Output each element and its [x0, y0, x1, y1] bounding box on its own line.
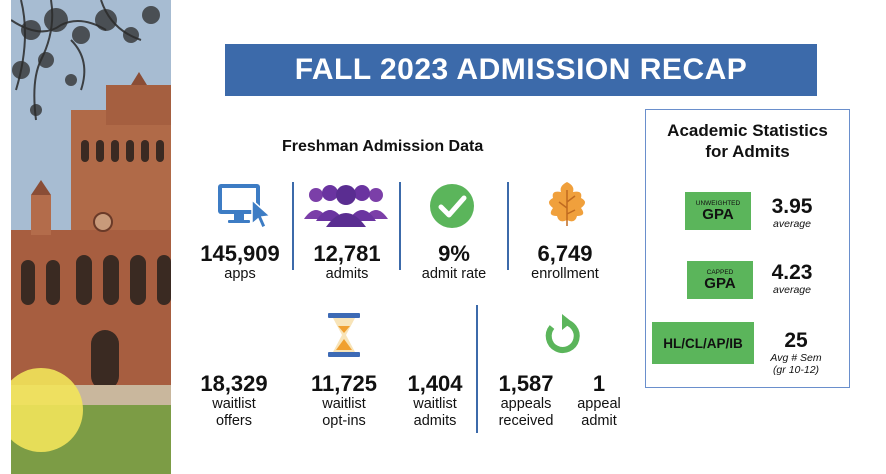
capped-gpa-value: 4.23 average [757, 261, 827, 297]
campus-photo [11, 0, 171, 474]
stat-value: 6,749 [537, 241, 593, 266]
badge-label: GPA [704, 274, 736, 292]
stat-value: 1 [592, 371, 606, 396]
stat-admits: 12,781 admits [295, 242, 399, 283]
oak-leaf-icon [545, 180, 589, 233]
academic-value: 25 [784, 329, 808, 352]
stat-label: admit rate [421, 266, 487, 282]
stat-value: 1,587 [498, 371, 554, 396]
stat-label: waitlist [322, 396, 366, 412]
badge-caption: UNWEIGHTED [695, 199, 741, 207]
hourglass-icon [327, 312, 361, 363]
divider [476, 305, 478, 433]
stat-appeal-admit: 1 appeal admit [566, 372, 632, 430]
academic-sub: (gr 10-12) [772, 364, 820, 376]
stat-value: 18,329 [200, 371, 268, 396]
stat-label: admits [325, 266, 369, 282]
gpa-badge-capped: CAPPED GPA [687, 261, 753, 299]
computer-monitor-icon [216, 182, 272, 235]
stat-apps: 145,909 apps [190, 242, 290, 283]
academic-value: 4.23 [771, 261, 813, 284]
academic-stats-panel [645, 109, 850, 388]
stat-label: appeals [500, 396, 552, 412]
stat-label: appeal [577, 396, 621, 412]
title-banner: FALL 2023 ADMISSION RECAP [225, 44, 817, 96]
stat-label: received [498, 413, 554, 429]
divider [292, 182, 294, 270]
refresh-arrow-icon [542, 313, 584, 362]
people-group-icon [304, 183, 388, 232]
academic-sub: average [773, 284, 811, 296]
stat-label: offers [215, 413, 252, 429]
stat-value: 12,781 [313, 241, 381, 266]
stat-value: 11,725 [310, 371, 378, 396]
section-title: Freshman Admission Data [282, 138, 484, 155]
unweighted-gpa-value: 3.95 average [757, 195, 827, 231]
stat-label: admit [581, 413, 617, 429]
stat-enrollment: 6,749 enrollment [510, 242, 620, 283]
stat-value: 145,909 [200, 241, 280, 266]
stat-value: 9% [438, 241, 470, 266]
stat-waitlist-offers: 18,329 waitlist offers [188, 372, 280, 430]
checkmark-circle-icon [429, 183, 475, 234]
stat-label: waitlist [413, 396, 457, 412]
stat-label: admits [413, 413, 457, 429]
stat-admit-rate: 9% admit rate [402, 242, 506, 283]
hl-cl-ap-ib-badge: HL/CL/AP/IB [652, 322, 754, 364]
badge-caption: CAPPED [706, 268, 734, 276]
academic-title-line1: Academic Statistics [667, 121, 828, 140]
stat-value: 1,404 [407, 371, 463, 396]
stat-waitlist-optins: 11,725 waitlist opt-ins [298, 372, 390, 430]
divider [507, 182, 509, 270]
divider [399, 182, 401, 270]
stat-waitlist-admits: 1,404 waitlist admits [396, 372, 474, 430]
academic-stats-title: Academic Statistics for Admits [645, 120, 850, 162]
academic-title-line2: for Admits [705, 142, 790, 161]
stat-label: opt-ins [322, 413, 366, 429]
stat-label: enrollment [531, 266, 599, 282]
page-title: FALL 2023 ADMISSION RECAP [294, 53, 748, 86]
stat-label: waitlist [212, 396, 256, 412]
academic-sub: average [773, 218, 811, 230]
hl-cl-ap-ib-value: 25 Avg # Sem (gr 10-12) [756, 329, 836, 377]
gpa-badge-unweighted: UNWEIGHTED GPA [685, 192, 751, 230]
stat-appeals-received: 1,587 appeals received [486, 372, 566, 430]
stat-label: apps [224, 266, 256, 282]
academic-value: 3.95 [771, 195, 813, 218]
academic-sub: Avg # Sem [770, 352, 822, 364]
badge-label: GPA [702, 205, 734, 223]
